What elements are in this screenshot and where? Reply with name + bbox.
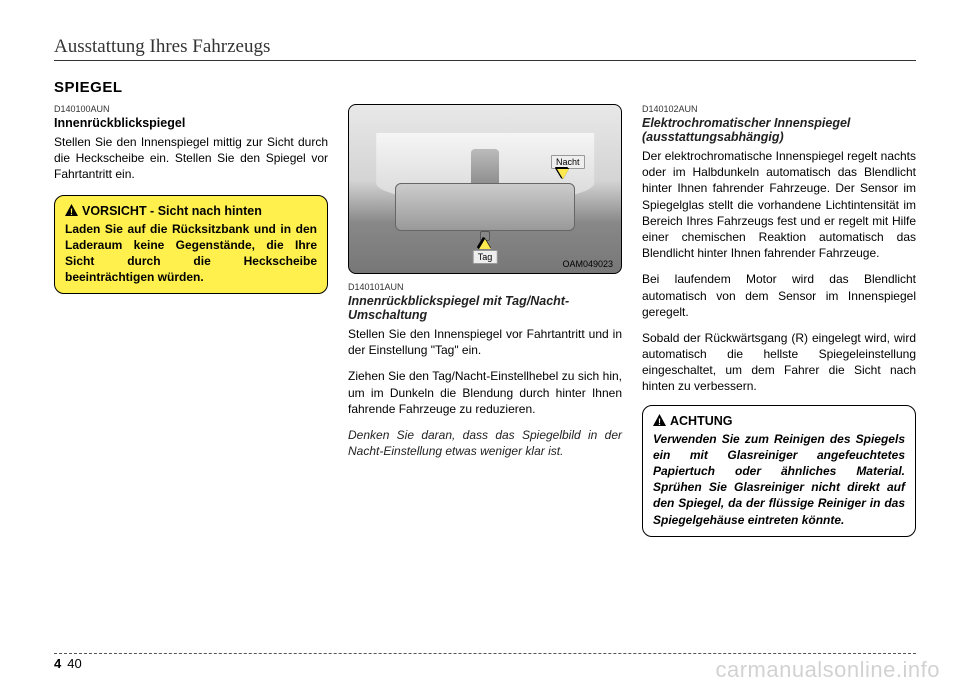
arrow-up-icon (479, 239, 491, 249)
paragraph: Stellen Sie den Innenspiegel vor Fahrtan… (348, 326, 622, 358)
subsection-heading: Innenrückblickspiegel mit Tag/Nacht-Umsc… (348, 294, 622, 322)
paragraph: Ziehen Sie den Tag/Nacht-Einstellhebel z… (348, 368, 622, 417)
chapter-number: 4 (54, 656, 61, 671)
caution-title: ! VORSICHT - Sicht nach hinten (65, 204, 317, 219)
watermark: carmanualsonline.info (715, 657, 940, 683)
caution-title-text: VORSICHT - Sicht nach hinten (82, 204, 262, 218)
page-number-value: 40 (67, 656, 81, 671)
column-2: Nacht Tag OAM049023 D140101AUN Innenrück… (348, 104, 622, 537)
manual-page: Ausstattung Ihres Fahrzeugs SPIEGEL D140… (0, 0, 960, 689)
content-columns: D140100AUN Innenrückblickspiegel Stellen… (54, 104, 916, 537)
paragraph: Der elektrochromatische Innenspiegel reg… (642, 148, 916, 261)
caution-body: Laden Sie auf die Rücksitzbank und in de… (65, 221, 317, 286)
footer-rule (54, 653, 916, 654)
figure-label-nacht: Nacht (551, 155, 585, 169)
reference-code: D140102AUN (642, 104, 916, 114)
achtung-body: Verwenden Sie zum Reinigen des Spiegels … (653, 431, 905, 528)
achtung-box: ! ACHTUNG Verwenden Sie zum Reinigen des… (642, 405, 916, 537)
svg-text:!: ! (658, 417, 661, 426)
section-title: SPIEGEL (54, 79, 916, 96)
column-3: D140102AUN Elektrochromatischer Innenspi… (642, 104, 916, 537)
paragraph: Sobald der Rückwärtsgang (R) eingelegt w… (642, 330, 916, 395)
svg-text:!: ! (70, 207, 73, 216)
warning-icon: ! (653, 414, 666, 429)
figure-code: OAM049023 (562, 259, 613, 269)
reference-code: D140101AUN (348, 282, 622, 292)
reference-code: D140100AUN (54, 104, 328, 114)
chapter-title: Ausstattung Ihres Fahrzeugs (54, 36, 916, 58)
figure-label-tag: Tag (473, 250, 498, 264)
paragraph: Stellen Sie den Innenspiegel mittig zur … (54, 134, 328, 183)
column-1: D140100AUN Innenrückblickspiegel Stellen… (54, 104, 328, 537)
mirror-body-shape (395, 183, 575, 231)
mirror-figure: Nacht Tag OAM049023 (348, 104, 622, 274)
caution-box: ! VORSICHT - Sicht nach hinten Laden Sie… (54, 195, 328, 295)
arrow-down-icon (557, 169, 569, 179)
achtung-title-text: ACHTUNG (670, 414, 733, 428)
subsection-heading: Elektrochromatischer Innenspiegel (ausst… (642, 116, 916, 144)
warning-icon: ! (65, 204, 78, 219)
paragraph: Bei laufendem Motor wird das Blendlicht … (642, 271, 916, 320)
achtung-title: ! ACHTUNG (653, 414, 905, 429)
paragraph-note: Denken Sie daran, dass das Spiegelbild i… (348, 427, 622, 459)
header-rule (54, 60, 916, 61)
subsection-heading: Innenrückblickspiegel (54, 116, 328, 130)
